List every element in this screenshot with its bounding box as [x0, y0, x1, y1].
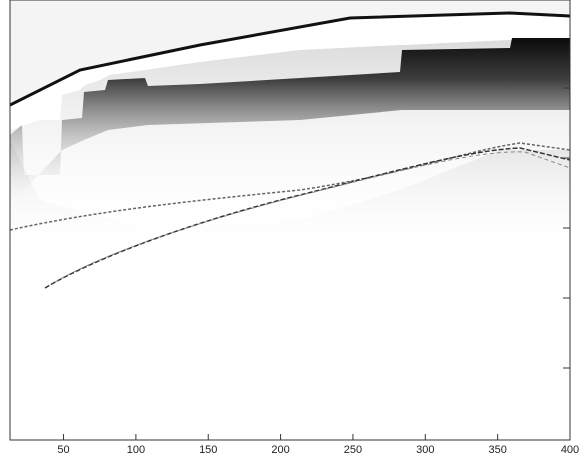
- x-tick-label: 300: [416, 444, 434, 456]
- x-tick-label: 400: [561, 444, 579, 456]
- echogram: [10, 0, 570, 440]
- internal-layer: [10, 142, 570, 231]
- x-tick-label: 200: [271, 444, 289, 456]
- x-tick-label: 150: [199, 444, 217, 456]
- x-tick-label: 250: [344, 444, 362, 456]
- air-region: [10, 0, 570, 105]
- surface-reflector: [10, 11, 570, 107]
- right-ticks: [563, 87, 570, 369]
- bed-reflector: [44, 147, 570, 289]
- x-tick-label: 100: [127, 444, 145, 456]
- internal-haze: [10, 140, 570, 260]
- x-tick-label: 350: [488, 444, 506, 456]
- x-tick-label: 50: [57, 444, 69, 456]
- plot-frame: [9, 0, 571, 441]
- dark-layer: [10, 38, 570, 200]
